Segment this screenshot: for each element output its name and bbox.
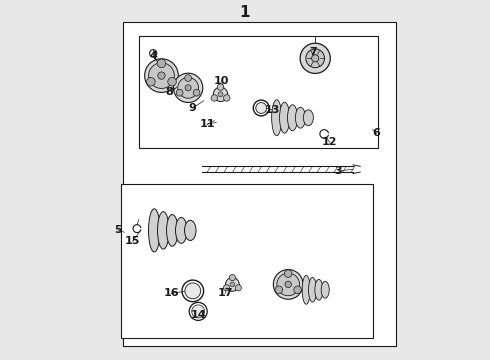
- Text: 10: 10: [214, 76, 229, 86]
- Text: 13: 13: [264, 105, 280, 115]
- Circle shape: [157, 59, 166, 68]
- Circle shape: [230, 282, 235, 287]
- Circle shape: [193, 89, 200, 96]
- Circle shape: [223, 285, 229, 291]
- Bar: [122, 22, 396, 346]
- Ellipse shape: [321, 282, 329, 298]
- Circle shape: [147, 77, 155, 86]
- Polygon shape: [139, 36, 378, 148]
- Circle shape: [185, 283, 201, 299]
- Text: 16: 16: [163, 288, 179, 298]
- Circle shape: [273, 270, 303, 299]
- Circle shape: [256, 103, 267, 113]
- Circle shape: [275, 286, 283, 294]
- Circle shape: [168, 77, 176, 86]
- Text: 1: 1: [240, 5, 250, 20]
- Ellipse shape: [302, 275, 310, 304]
- Text: 11: 11: [199, 119, 215, 129]
- Circle shape: [173, 73, 203, 103]
- Ellipse shape: [167, 215, 178, 246]
- Circle shape: [225, 278, 239, 291]
- Circle shape: [306, 49, 324, 68]
- Circle shape: [218, 92, 223, 97]
- Polygon shape: [121, 184, 373, 338]
- Circle shape: [192, 305, 205, 318]
- Ellipse shape: [185, 220, 196, 240]
- Text: 12: 12: [322, 137, 337, 147]
- Text: 4: 4: [149, 51, 157, 61]
- Circle shape: [145, 59, 178, 93]
- Circle shape: [229, 274, 236, 281]
- Text: 5: 5: [115, 225, 122, 235]
- Ellipse shape: [315, 279, 323, 300]
- Circle shape: [312, 55, 319, 62]
- Text: 17: 17: [218, 288, 233, 298]
- Text: 3: 3: [335, 166, 343, 176]
- Ellipse shape: [288, 105, 297, 131]
- Circle shape: [176, 89, 183, 96]
- Ellipse shape: [157, 212, 169, 249]
- Circle shape: [223, 95, 230, 101]
- Circle shape: [277, 273, 299, 296]
- Circle shape: [185, 85, 191, 91]
- Circle shape: [185, 75, 192, 81]
- Circle shape: [178, 77, 198, 98]
- Circle shape: [294, 286, 301, 294]
- Circle shape: [213, 87, 228, 102]
- Circle shape: [284, 270, 292, 278]
- Ellipse shape: [280, 102, 290, 133]
- Text: 9: 9: [189, 103, 197, 113]
- Circle shape: [211, 95, 218, 101]
- Circle shape: [217, 84, 224, 90]
- Circle shape: [148, 63, 174, 89]
- Text: 8: 8: [166, 87, 173, 97]
- Text: 14: 14: [191, 310, 206, 320]
- Circle shape: [285, 281, 292, 288]
- Circle shape: [158, 72, 165, 79]
- Text: 15: 15: [125, 236, 140, 246]
- Ellipse shape: [175, 217, 187, 243]
- Circle shape: [300, 43, 330, 73]
- Text: 6: 6: [372, 128, 380, 138]
- Text: 7: 7: [310, 47, 318, 57]
- Ellipse shape: [309, 278, 317, 302]
- Ellipse shape: [303, 110, 314, 126]
- Ellipse shape: [148, 209, 160, 252]
- Ellipse shape: [271, 100, 282, 136]
- Ellipse shape: [295, 107, 305, 128]
- Circle shape: [235, 285, 242, 291]
